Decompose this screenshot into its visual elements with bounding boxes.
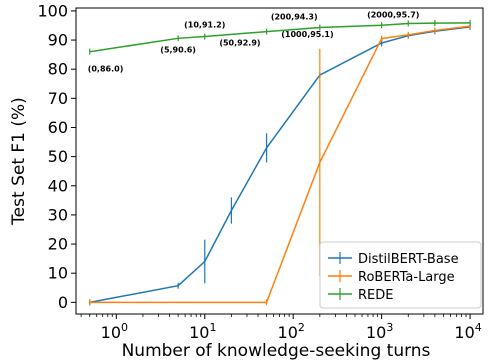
y-tick-label-5: 50 xyxy=(48,147,68,166)
x-tick-label-1: 101 xyxy=(189,321,216,342)
y-tick-label-2: 20 xyxy=(48,235,68,254)
legend-box xyxy=(319,241,482,309)
x-tick-label-4: 104 xyxy=(454,321,481,342)
annotation-6: (2000,95.7) xyxy=(367,10,419,19)
y-tick-label-3: 30 xyxy=(48,205,68,224)
legend-label-rede: REDE xyxy=(358,288,393,303)
legend-label-roberta: RoBERTa-Large xyxy=(358,270,455,285)
y-tick-label-9: 90 xyxy=(48,31,68,50)
legend: DistilBERT-Base RoBERTa-Large REDE xyxy=(319,241,482,309)
annotation-1: (5,90.6) xyxy=(160,45,196,54)
y-tick-label-4: 40 xyxy=(48,176,68,195)
x-tick-label-0: 100 xyxy=(101,321,128,342)
annotation-0: (0,86.0) xyxy=(88,65,124,74)
axis-ticks: 0 10 20 30 40 50 60 70 80 90 100 100 101 102 103 104 xyxy=(37,1,481,342)
annotation-3: (50,92.9) xyxy=(219,39,260,48)
legend-label-distilbert: DistilBERT-Base xyxy=(358,252,459,267)
y-tick-label-1: 10 xyxy=(48,264,68,283)
series-line-0 xyxy=(89,26,471,304)
plot-area xyxy=(89,19,471,306)
x-tick-label-3: 103 xyxy=(366,321,393,342)
y-tick-label-6: 60 xyxy=(48,118,68,137)
y-axis-label: Test Set F1 (%) xyxy=(9,97,29,226)
y-tick-label-7: 70 xyxy=(48,89,68,108)
y-tick-label-8: 80 xyxy=(48,60,68,79)
y-tick-label-10: 100 xyxy=(37,1,68,20)
y-tick-label-0: 0 xyxy=(58,293,68,312)
x-tick-label-2: 102 xyxy=(278,321,305,342)
x-axis-label: Number of knowledge-seeking turns xyxy=(122,341,431,361)
annotation-2: (10,91.2) xyxy=(184,21,225,30)
annotation-5: (1000,95.1) xyxy=(281,30,333,39)
annotations: (0,86.0) (5,90.6) (10,91.2) (50,92.9) (200,9… xyxy=(88,10,420,73)
annotation-4: (200,94.3) xyxy=(271,13,318,22)
